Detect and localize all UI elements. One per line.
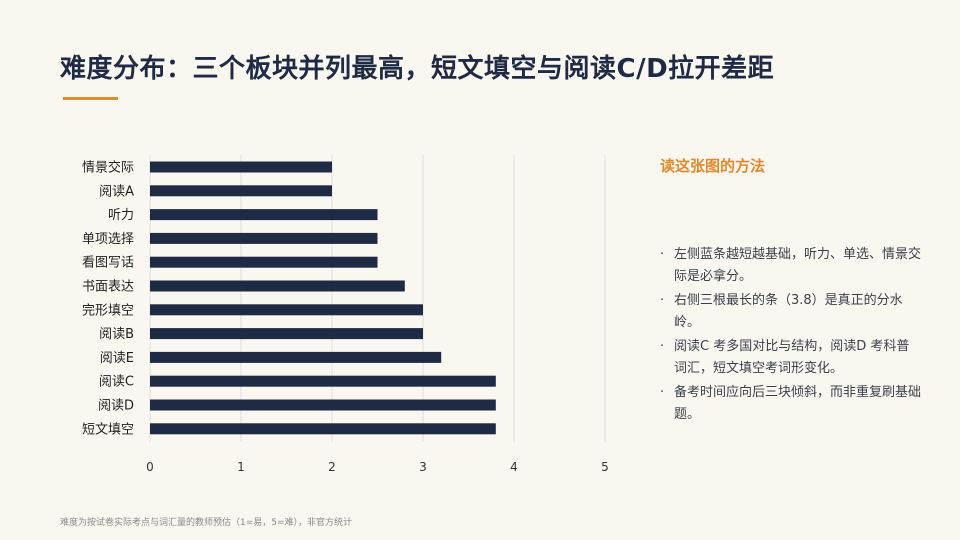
category-label: 听力	[108, 208, 134, 223]
side-panel-heading: 读这张图的方法	[660, 157, 766, 175]
bar	[150, 399, 496, 411]
category-label: 完形填空	[82, 303, 134, 318]
category-label: 书面表达	[82, 280, 134, 295]
bar	[150, 209, 378, 221]
reading-notes-list: 左侧蓝条越短越基础，听力、单选、情景交际是必拿分。 右侧三根最长的条（3.8）是…	[660, 244, 922, 428]
x-tick-label: 0	[146, 460, 154, 474]
x-tick-label: 2	[328, 460, 336, 474]
x-tick-label: 1	[237, 460, 245, 474]
bar	[150, 161, 332, 173]
footnote: 难度为按试卷实际考点与词汇量的教师预估（1=易，5=难），非官方统计	[60, 518, 353, 528]
category-label: 阅读B	[99, 327, 134, 342]
bar	[150, 232, 378, 244]
category-label: 阅读A	[99, 184, 134, 199]
bar	[150, 351, 442, 363]
page-title: 难度分布：三个板块并列最高，短文填空与阅读C/D拉开差距	[60, 54, 775, 84]
bar	[150, 375, 496, 387]
category-label: 阅读C	[99, 375, 134, 390]
bar	[150, 423, 496, 435]
category-label: 阅读D	[98, 399, 134, 414]
x-tick-label: 5	[601, 460, 609, 474]
category-label: 看图写话	[82, 255, 134, 271]
category-label: 单项选择	[82, 232, 134, 247]
category-label: 情景交际	[82, 160, 134, 176]
note-item: 阅读C 考多国对比与结构，阅读D 考科普词汇，短文填空考词形变化。	[660, 336, 922, 380]
note-item: 右侧三根最长的条（3.8）是真正的分水岭。	[660, 290, 922, 334]
bar	[150, 256, 378, 268]
x-tick-label: 4	[510, 460, 518, 474]
category-label: 短文填空	[82, 422, 134, 437]
bar	[150, 185, 332, 197]
bar	[150, 304, 423, 316]
bar	[150, 280, 405, 292]
bar	[150, 328, 423, 340]
title-accent-line	[63, 97, 118, 100]
category-label: 阅读E	[100, 351, 134, 366]
note-item: 左侧蓝条越短越基础，听力、单选、情景交际是必拿分。	[660, 244, 922, 288]
note-item: 备考时间应向后三块倾斜，而非重复刷基础题。	[660, 382, 922, 426]
x-tick-label: 3	[419, 460, 427, 474]
